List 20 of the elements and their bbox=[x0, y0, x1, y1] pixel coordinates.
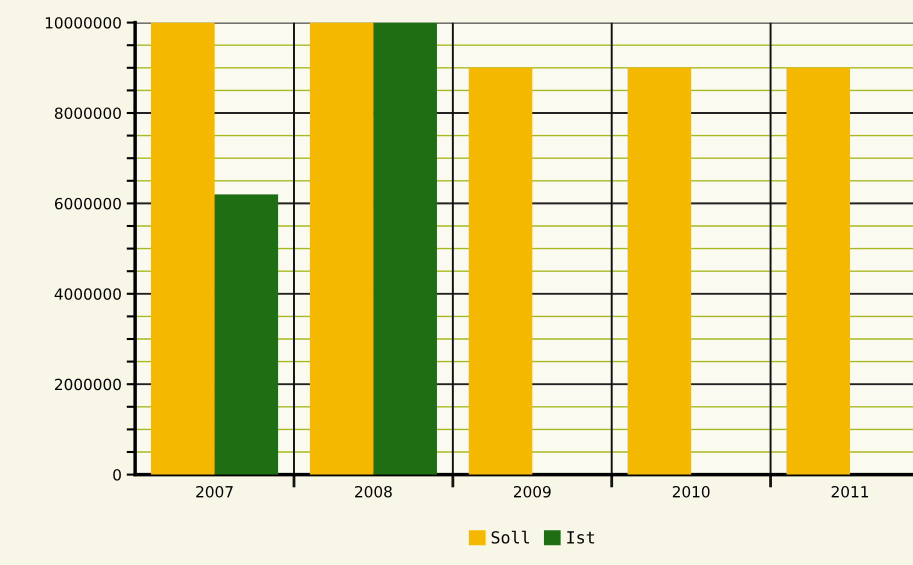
bar bbox=[786, 68, 850, 475]
y-tick-label: 2000000 bbox=[55, 378, 121, 390]
y-tick-label: 6000000 bbox=[54, 198, 121, 210]
y-tick-label: 10000000 bbox=[46, 17, 121, 29]
bar bbox=[373, 22, 437, 475]
y-tick-label: 0 bbox=[113, 469, 121, 481]
bar bbox=[151, 22, 215, 475]
x-tick-label: 2010 bbox=[672, 486, 710, 498]
y-tick-label: 4000000 bbox=[54, 288, 121, 300]
bar bbox=[628, 68, 692, 475]
bar bbox=[468, 68, 532, 475]
legend-label: Ist bbox=[567, 531, 594, 544]
x-tick-label: 2007 bbox=[196, 486, 233, 498]
y-tick-label: 8000000 bbox=[54, 107, 121, 120]
legend-label: Soll bbox=[492, 530, 530, 544]
x-tick-label: 2011 bbox=[832, 486, 868, 498]
x-tick-label: 2009 bbox=[514, 486, 551, 498]
x-tick-label: 2008 bbox=[355, 486, 392, 498]
bar bbox=[310, 22, 374, 475]
bar bbox=[214, 194, 278, 475]
